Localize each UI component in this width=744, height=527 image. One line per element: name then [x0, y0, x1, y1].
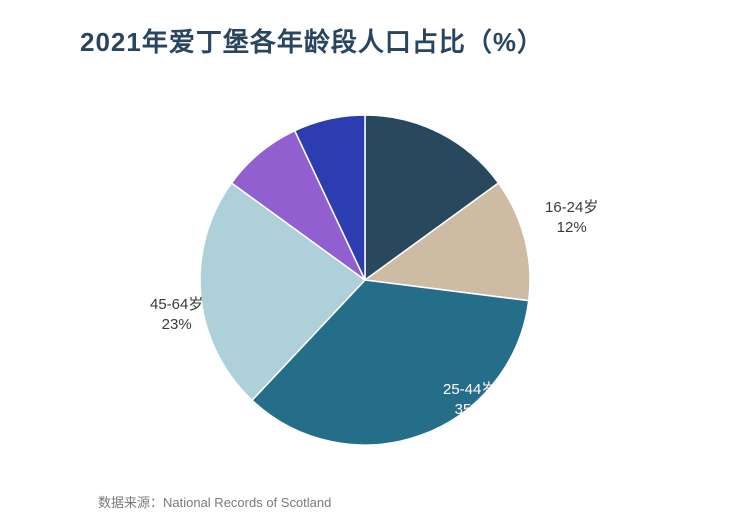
slice-label-name: 0-15岁 — [470, 110, 515, 130]
slice-label: 25-44岁35% — [443, 380, 496, 419]
slice-label-name: 25-44岁 — [443, 380, 496, 400]
slice-label-name: 75岁以上 — [310, 82, 372, 102]
slice-label-name: 16-24岁 — [545, 198, 598, 218]
slice-label-pct: 35% — [443, 400, 496, 420]
slice-label: 65-74岁8% — [193, 145, 246, 184]
pie-chart: 0-15岁15%16-24岁12%25-44岁35%45-64岁23%65-74… — [165, 80, 565, 480]
slice-label: 45-64岁23% — [150, 295, 203, 334]
slice-label: 75岁以上7% — [310, 82, 372, 121]
chart-container: 2021年爱丁堡各年龄段人口占比（%） 0-15岁15%16-24岁12%25-… — [0, 0, 744, 527]
slice-label-pct: 15% — [470, 130, 515, 150]
slice-label-name: 45-64岁 — [150, 295, 203, 315]
chart-title: 2021年爱丁堡各年龄段人口占比（%） — [80, 22, 544, 59]
slice-label-pct: 12% — [545, 218, 598, 238]
slice-label-pct: 23% — [150, 315, 203, 335]
slice-label-pct: 7% — [310, 102, 372, 122]
slice-label: 0-15岁15% — [470, 110, 515, 149]
source-label: 数据来源：National Records of Scotland — [98, 492, 331, 511]
slice-label-name: 65-74岁 — [193, 145, 246, 165]
slice-label-pct: 8% — [193, 165, 246, 185]
slice-label: 16-24岁12% — [545, 198, 598, 237]
